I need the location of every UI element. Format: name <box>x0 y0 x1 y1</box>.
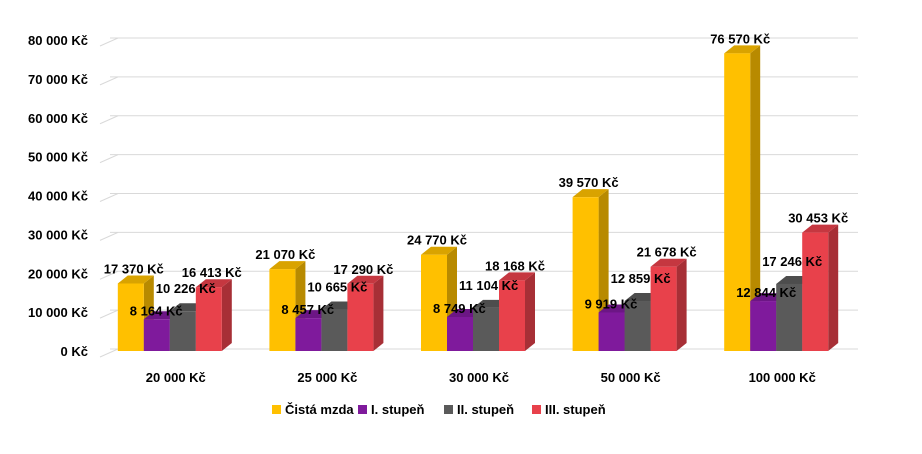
x-category-label: 25 000 Kč <box>297 370 357 385</box>
bar <box>347 283 374 351</box>
data-label: 12 844 Kč <box>736 285 796 300</box>
bar-top <box>347 275 384 284</box>
bar-side <box>525 272 535 351</box>
data-label: 30 453 Kč <box>788 211 848 226</box>
bar-top <box>195 279 232 288</box>
bar-top <box>117 275 154 284</box>
data-label: 21 678 Kč <box>637 245 697 260</box>
legend-label: III. stupeň <box>545 402 606 417</box>
legend-swatch <box>272 405 281 414</box>
y-tick-label: 10 000 Kč <box>28 305 88 320</box>
bar-top <box>269 261 306 270</box>
bar <box>572 197 599 351</box>
bar <box>724 53 751 351</box>
bar <box>421 254 447 351</box>
y-tick-label: 40 000 Kč <box>28 189 88 204</box>
y-tick-label: 30 000 Kč <box>28 227 88 242</box>
bar-side <box>676 258 687 351</box>
y-tick-label: 60 000 Kč <box>28 111 88 126</box>
x-category-label: 30 000 Kč <box>449 370 509 385</box>
bar <box>624 301 651 351</box>
data-label: 39 570 Kč <box>559 175 619 190</box>
data-label: 21 070 Kč <box>255 247 315 262</box>
legend-label: I. stupeň <box>371 402 425 417</box>
bar <box>117 283 144 351</box>
bar-top <box>499 272 535 281</box>
data-label: 8 749 Kč <box>433 301 486 316</box>
gridline-depth <box>99 270 119 280</box>
y-tick-label: 0 Kč <box>61 344 88 359</box>
bar <box>598 312 625 351</box>
gridline-depth <box>99 115 119 125</box>
gridline-depth <box>99 193 119 202</box>
data-label: 10 226 Kč <box>156 281 216 296</box>
data-label: 12 859 Kč <box>611 271 671 286</box>
bar <box>295 318 322 351</box>
bar <box>195 287 222 351</box>
bar-side <box>373 275 384 351</box>
bar <box>802 232 829 351</box>
data-label: 8 457 Kč <box>281 302 334 317</box>
x-category-label: 100 000 Kč <box>749 370 816 385</box>
legend-swatch <box>532 405 541 414</box>
bar <box>321 309 348 351</box>
data-label: 9 919 Kč <box>585 296 638 311</box>
data-label: 17 290 Kč <box>333 262 393 277</box>
gridline-depth <box>99 154 119 164</box>
bar-side <box>221 279 232 351</box>
y-tick-label: 80 000 Kč <box>28 33 88 48</box>
data-label: 76 570 Kč <box>710 31 770 46</box>
bar <box>650 266 677 351</box>
legend: Čistá mzda I. stupeň II. stupeň III. stupeň <box>272 402 606 417</box>
x-category-label: 20 000 Kč <box>146 370 206 385</box>
legend-swatch <box>358 405 367 414</box>
legend-swatch <box>444 405 453 414</box>
bar-side <box>828 224 839 351</box>
bar <box>169 311 196 351</box>
bar-top <box>572 189 609 198</box>
gridline-depth <box>99 76 119 86</box>
bar-top <box>650 258 687 267</box>
gridline-depth <box>99 348 119 358</box>
data-label: 11 104 Kč <box>459 278 518 293</box>
y-tick-label: 20 000 Kč <box>28 266 88 281</box>
data-label: 8 164 Kč <box>130 303 183 318</box>
y-tick-label: 70 000 Kč <box>28 72 88 87</box>
x-category-label: 50 000 Kč <box>601 370 661 385</box>
y-axis-ticks: 0 Kč 10 000 Kč 20 000 Kč 30 000 Kč 40 000 Kč… <box>28 33 88 359</box>
bar <box>269 269 296 351</box>
bar <box>776 283 803 351</box>
data-label: 16 413 Kč <box>182 265 242 280</box>
bar-top <box>421 246 457 255</box>
bar <box>447 316 473 351</box>
bar-top <box>802 224 839 233</box>
data-label: 24 770 Kč <box>407 233 467 248</box>
bars <box>117 45 839 351</box>
legend-label: Čistá mzda <box>285 402 354 417</box>
y-tick-label: 50 000 Kč <box>28 150 88 165</box>
data-label: 10 665 Kč <box>307 280 367 295</box>
data-label: 17 246 Kč <box>762 254 822 269</box>
gridline-depth <box>99 37 119 47</box>
gridline-depth <box>99 309 119 319</box>
data-label: 17 370 Kč <box>104 261 164 276</box>
bar-side <box>750 45 761 351</box>
x-axis-categories: 20 000 Kč 25 000 Kč 30 000 Kč 50 000 Kč 100 … <box>146 370 816 385</box>
legend-label: II. stupeň <box>457 402 514 417</box>
bar <box>750 301 777 351</box>
bar <box>143 319 170 351</box>
data-label: 18 168 Kč <box>485 258 545 273</box>
bar-top <box>724 45 761 54</box>
gridline-depth <box>99 231 119 241</box>
bar <box>499 280 525 351</box>
bar <box>473 307 499 351</box>
